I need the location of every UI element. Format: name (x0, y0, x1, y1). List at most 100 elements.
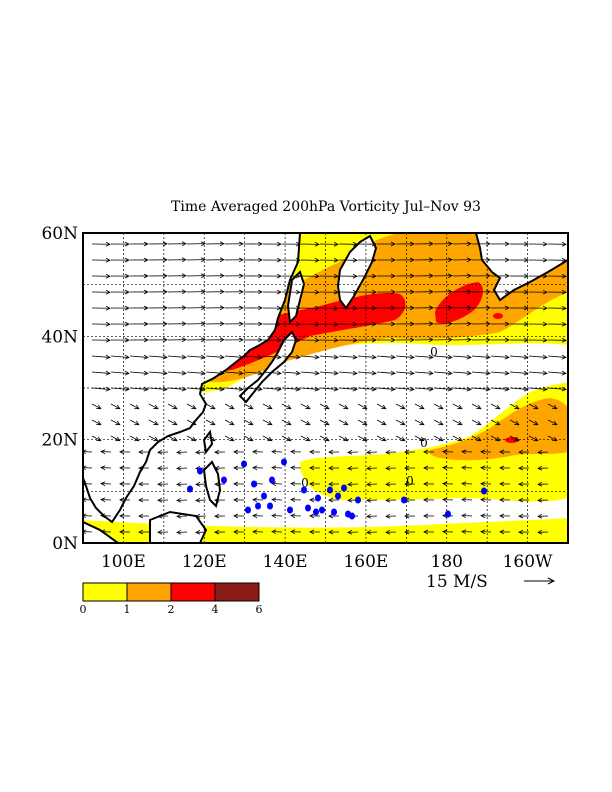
wind-vector-head (442, 449, 448, 455)
wind-vector-head (252, 465, 258, 471)
wind-vector-head (309, 513, 315, 519)
wind-vector-head (124, 354, 130, 360)
wind-vector-head (157, 481, 163, 487)
wind-vector-head (134, 404, 140, 410)
wind-vector (281, 419, 292, 426)
wind-vector (243, 419, 254, 426)
wind-vector (395, 403, 406, 410)
wind-vector-head (257, 289, 263, 295)
wind-vector-head (523, 370, 529, 376)
wind-vector-head (96, 420, 102, 426)
wind-vector-head (219, 241, 225, 247)
wind-vector-head (257, 321, 263, 327)
wind-vector-head (466, 354, 472, 360)
wind-vector-head (504, 257, 510, 263)
chart-title: Time Averaged 200hPa Vorticity Jul–Nov 9… (171, 199, 481, 215)
wind-vector (319, 371, 338, 374)
cyclone-point (251, 480, 257, 488)
lon-tick-label: 100E (101, 552, 146, 572)
wind-vector-head (552, 436, 558, 442)
wind-vector-head (438, 436, 444, 442)
wind-vector-head (409, 257, 415, 263)
wind-vector-head (124, 321, 130, 327)
wind-vector-head (181, 337, 187, 343)
wind-vector-head (286, 436, 292, 442)
wind-vector-head (324, 436, 330, 442)
wind-vector-head (476, 436, 482, 442)
wind-vector-head (271, 449, 277, 455)
wind-vector-head (371, 337, 377, 343)
wind-vector-head (428, 321, 434, 327)
wind-vector-head (100, 513, 106, 519)
wind-vector-head (381, 436, 387, 442)
wind-vector (186, 387, 205, 390)
wind-vector-head (295, 370, 301, 376)
wind-vector-head (290, 449, 296, 455)
wind-vector-head (257, 370, 263, 376)
wind-vector (338, 387, 357, 390)
wind-vector-head (419, 436, 425, 442)
wind-vector-head (172, 420, 178, 426)
wind-vector-head (537, 497, 543, 503)
wind-vector-head (480, 529, 486, 535)
wind-vector-head (233, 529, 239, 535)
wind-vector-head (200, 273, 206, 279)
wind-vector-head (295, 241, 301, 247)
wind-vector-head (153, 404, 159, 410)
wind-vector-head (523, 386, 529, 392)
contour-label-2: 0 (406, 474, 414, 488)
wind-vector-head (176, 465, 182, 471)
wind-vector-head (153, 420, 159, 426)
wind-vector-head (542, 273, 548, 279)
wind-vector-head (499, 465, 505, 471)
wind-vector-head (271, 513, 277, 519)
wind-vector-head (83, 529, 87, 535)
wind-vector-head (214, 481, 220, 487)
wind-vector-head (504, 241, 510, 247)
cyclone-point (315, 494, 321, 502)
wind-vector-head (290, 497, 296, 503)
wind-vector-head (518, 529, 524, 535)
wind-vector-head (115, 420, 121, 426)
wind-vector-head (219, 370, 225, 376)
wind-vector-head (518, 497, 524, 503)
wind-vector (129, 435, 140, 442)
cyclone-point (301, 486, 307, 494)
wind-vector-head (162, 241, 168, 247)
wind-vector-head (409, 241, 415, 247)
wind-vector (205, 435, 216, 442)
wind-vector-head (252, 529, 258, 535)
wind-vector-head (143, 354, 149, 360)
wind-vector-head (238, 321, 244, 327)
wind-vector (338, 435, 349, 442)
wind-vector-head (105, 321, 111, 327)
wind-vector (357, 419, 368, 426)
wind-vector-head (271, 497, 277, 503)
wind-vector-head (195, 449, 201, 455)
wind-vector-head (143, 241, 149, 247)
wind-vector-head (176, 513, 182, 519)
wind-vector-head (385, 513, 391, 519)
cyclone-point (355, 496, 361, 504)
wind-vector-head (257, 354, 263, 360)
sumatra (83, 520, 120, 543)
wind-vector (509, 435, 520, 442)
colorbar-swatch (82, 582, 128, 602)
wind-vector-head (295, 354, 301, 360)
cyclone-point (187, 485, 193, 493)
wind-vector-head (523, 241, 529, 247)
wind-vector-head (328, 465, 334, 471)
wind-vector-head (514, 436, 520, 442)
wind-vector-head (552, 420, 558, 426)
wind-vector-head (238, 337, 244, 343)
wind-vector-head (286, 420, 292, 426)
wind-vector-head (385, 449, 391, 455)
wind-vector-head (523, 257, 529, 263)
wind-vector-head (371, 241, 377, 247)
wind-vector-head (200, 321, 206, 327)
wind-vector-head (352, 241, 358, 247)
wind-vector-head (504, 386, 510, 392)
wind-vector-head (409, 370, 415, 376)
wind-vector-head (309, 465, 315, 471)
